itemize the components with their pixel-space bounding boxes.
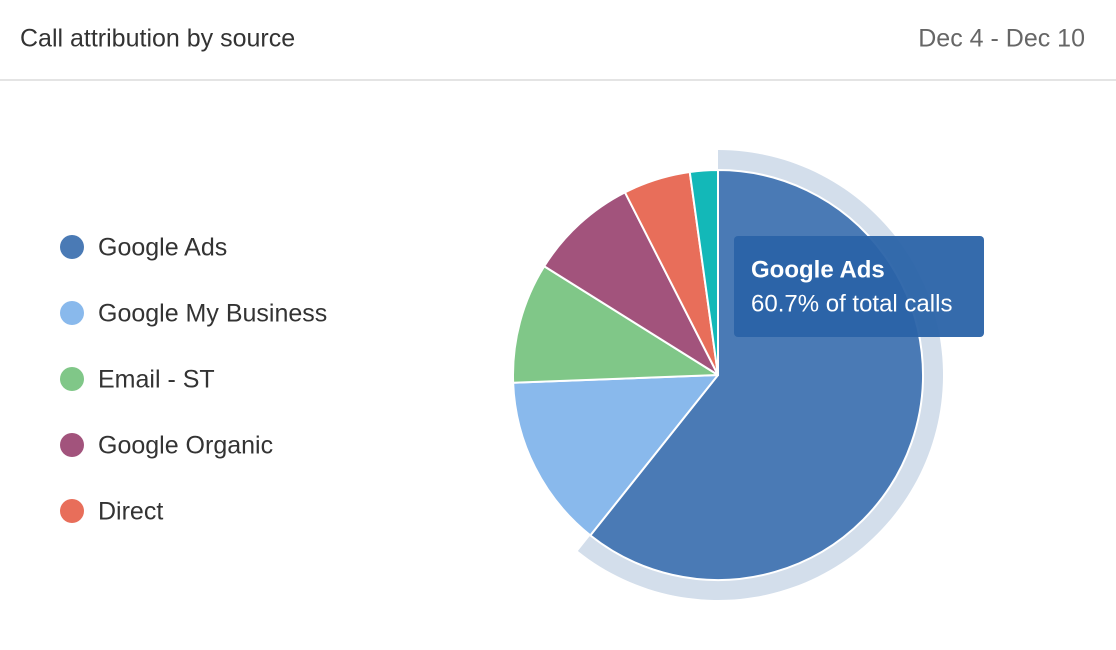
legend-swatch <box>60 367 84 391</box>
legend-label: Google My Business <box>98 300 327 328</box>
legend: Google Ads Google My Business Email - ST Go… <box>60 234 327 526</box>
legend-swatch <box>60 499 84 523</box>
tooltip-text: 60.7% of total calls <box>751 290 952 317</box>
tooltip-title: Google Ads <box>751 256 885 283</box>
legend-label: Google Ads <box>98 234 227 262</box>
legend-label: Google Organic <box>98 432 273 460</box>
legend-swatch <box>60 301 84 325</box>
legend-swatch <box>60 235 84 259</box>
tooltip: Google Ads 60.7% of total calls <box>734 236 984 337</box>
pie-slice <box>512 374 719 537</box>
date-range[interactable]: Dec 4 - Dec 10 <box>918 25 1085 53</box>
legend-label: Email - ST <box>98 366 215 394</box>
tooltip-box <box>734 236 984 337</box>
pie-slice <box>543 191 719 376</box>
pie-slice <box>688 169 719 376</box>
legend-swatch <box>60 433 84 457</box>
legend-label: Direct <box>98 498 163 526</box>
widget-title: Call attribution by source <box>20 25 295 53</box>
hover-halo <box>577 150 943 601</box>
pie-slice <box>512 265 719 384</box>
